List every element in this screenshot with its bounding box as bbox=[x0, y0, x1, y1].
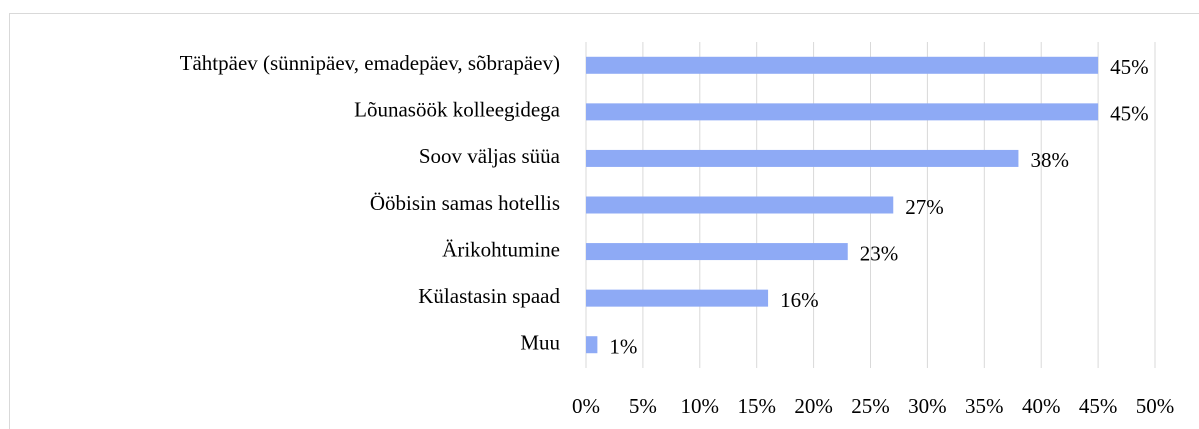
data-label: 16% bbox=[780, 288, 819, 312]
bar bbox=[586, 56, 1099, 74]
x-tick-label: 50% bbox=[1136, 394, 1175, 418]
x-tick-label: 35% bbox=[965, 394, 1004, 418]
x-tick-label: 5% bbox=[629, 394, 657, 418]
y-tick-label: Tähtpäev (sünnipäev, emadepäev, sõbrapäe… bbox=[180, 51, 560, 75]
x-tick-label: 45% bbox=[1079, 394, 1118, 418]
y-tick-label: Ärikohtumine bbox=[442, 237, 560, 261]
y-tick-label: Külastasin spaad bbox=[418, 284, 560, 308]
y-tick-label: Lõunasöök kolleegidega bbox=[354, 98, 561, 122]
bar bbox=[586, 196, 894, 214]
bar bbox=[586, 336, 598, 354]
y-tick-label: Soov väljas süüa bbox=[419, 144, 561, 168]
x-tick-label: 40% bbox=[1022, 394, 1061, 418]
chart-border bbox=[9, 13, 1199, 429]
data-label: 38% bbox=[1030, 148, 1069, 172]
bar bbox=[586, 103, 1099, 121]
y-tick-label: Ööbisin samas hotellis bbox=[370, 191, 560, 215]
data-label: 45% bbox=[1110, 55, 1149, 79]
y-tick-label: Muu bbox=[520, 331, 560, 355]
data-label: 45% bbox=[1110, 102, 1149, 126]
x-tick-label: 30% bbox=[908, 394, 947, 418]
data-label: 23% bbox=[860, 241, 899, 265]
data-label: 27% bbox=[905, 195, 944, 219]
x-tick-label: 25% bbox=[851, 394, 890, 418]
x-tick-label: 20% bbox=[794, 394, 833, 418]
data-label: 1% bbox=[609, 335, 637, 359]
bar bbox=[586, 243, 848, 261]
bar bbox=[586, 149, 1019, 167]
bar bbox=[586, 289, 769, 307]
x-tick-label: 15% bbox=[737, 394, 776, 418]
x-tick-label: 0% bbox=[572, 394, 600, 418]
x-tick-label: 10% bbox=[681, 394, 720, 418]
